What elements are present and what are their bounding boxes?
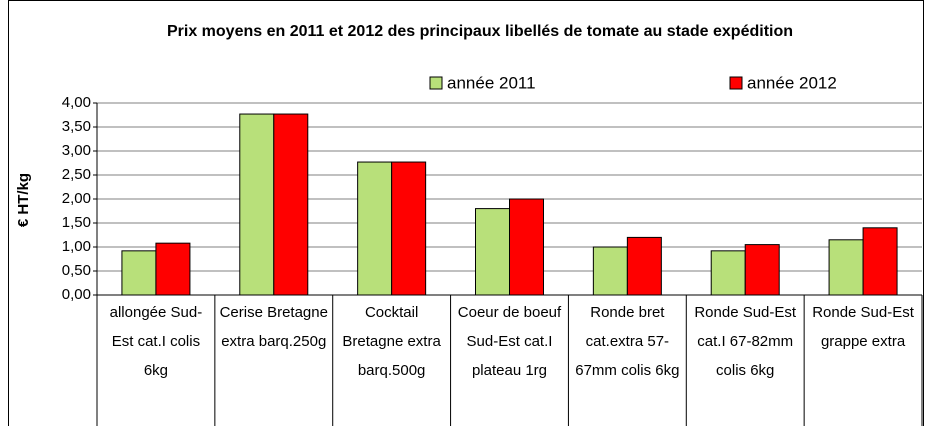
- x-tick-label: Ronde bret cat.extra 57-67mm colis 6kg: [575, 304, 680, 379]
- bar: [509, 198, 544, 296]
- y-axis-label: € HT/kg: [15, 173, 32, 227]
- legend-label: année 2012: [747, 73, 837, 92]
- chart-frame: [8, 0, 924, 426]
- bar: [862, 227, 898, 296]
- bar: [626, 236, 662, 296]
- legend-swatch: [429, 76, 443, 90]
- chart-title: Prix moyens en 2011 et 2012 des principa…: [166, 23, 794, 40]
- x-tick-label: Coeur de boeuf Sud-Est cat.I plateau 1rg: [457, 304, 562, 379]
- y-tick-label: 2,50: [62, 166, 91, 183]
- bar: [592, 246, 628, 296]
- x-tick-label: Cerise Bretagne extra barq.250g: [219, 304, 328, 350]
- bar: [121, 250, 157, 296]
- y-tick-label: 3,50: [62, 118, 91, 135]
- bar: [828, 239, 864, 296]
- y-tick-label: 0,50: [62, 262, 91, 279]
- bar: [391, 161, 427, 296]
- x-tick-label: Ronde Sud-Est cat.I 67-82mm colis 6kg: [694, 304, 797, 379]
- bar: [710, 250, 746, 296]
- bar: [273, 113, 309, 296]
- x-tick-label: Cocktail Bretagne extra barq.500g: [342, 304, 441, 379]
- legend-label: année 2011: [447, 73, 536, 92]
- y-tick-label: 1,00: [62, 238, 91, 255]
- bar: [155, 242, 191, 296]
- bar: [744, 244, 780, 296]
- y-tick-label: 1,50: [62, 214, 91, 231]
- bar: [475, 208, 510, 296]
- legend-swatch: [729, 76, 743, 90]
- y-tick-label: 2,00: [62, 190, 91, 207]
- bar: [357, 161, 393, 296]
- bar: [239, 113, 275, 296]
- y-tick-label: 3,00: [62, 142, 91, 159]
- x-tick-label: Ronde Sud-Est grappe extra: [812, 304, 914, 350]
- y-tick-label: 4,00: [62, 94, 91, 111]
- x-tick-label: allongée Sud-Est cat.I colis 6kg: [109, 304, 203, 379]
- y-tick-label: 0,00: [62, 286, 91, 303]
